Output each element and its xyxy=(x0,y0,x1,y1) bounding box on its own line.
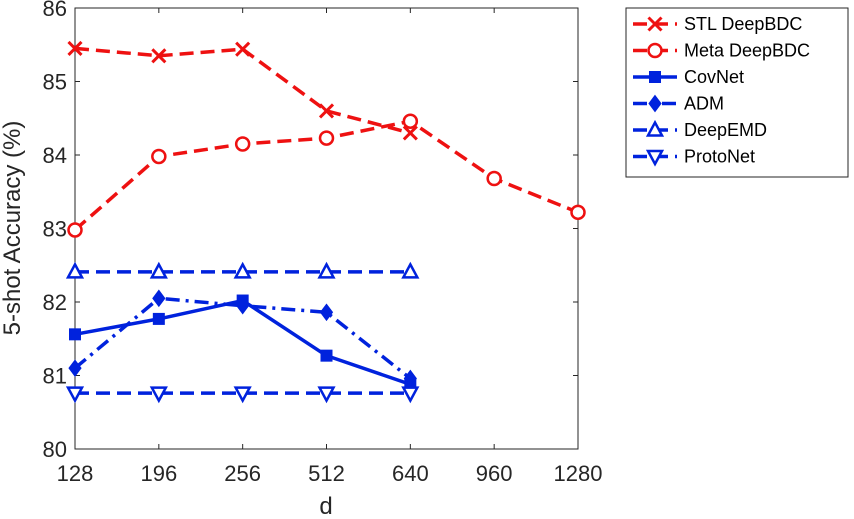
data-point-deepemd xyxy=(401,261,420,279)
series-protonet xyxy=(65,386,420,404)
legend-item-protonet: ProtoNet xyxy=(633,147,755,167)
data-point-meta-deepbdc xyxy=(486,170,502,187)
y-tick-label: 84 xyxy=(43,143,67,168)
legend-marker-stl-deepbdc xyxy=(647,16,663,32)
series-adm xyxy=(68,289,417,388)
series-line-adm xyxy=(73,296,412,380)
data-point-meta-deepbdc xyxy=(151,148,167,165)
x-tick-label: 512 xyxy=(308,461,345,486)
series-meta-deepbdc xyxy=(67,113,586,238)
legend-marker-deepemd xyxy=(645,119,665,137)
data-point-meta-deepbdc xyxy=(570,204,586,221)
data-point-stl-deepbdc xyxy=(151,48,167,64)
data-point-covnet xyxy=(69,328,81,341)
y-tick-label: 85 xyxy=(43,70,67,95)
legend-item-deepemd: DeepEMD xyxy=(633,119,767,140)
x-tick-label: 960 xyxy=(476,461,513,486)
legend-label: ADM xyxy=(684,94,724,114)
data-point-protonet xyxy=(317,386,336,404)
data-point-covnet xyxy=(320,349,333,362)
series-group xyxy=(65,40,586,404)
y-tick-label: 82 xyxy=(43,290,67,315)
series-stl-deepbdc xyxy=(67,40,418,141)
x-tick-label: 256 xyxy=(224,461,261,486)
y-tick-label: 83 xyxy=(43,217,67,242)
data-point-deepemd xyxy=(317,261,336,279)
legend-label: STL DeepBDC xyxy=(684,14,802,34)
y-tick-label: 80 xyxy=(43,437,67,462)
data-point-covnet xyxy=(152,312,165,325)
y-tick-label: 81 xyxy=(43,364,67,389)
data-point-protonet xyxy=(149,386,168,404)
legend-item-meta-deepbdc: Meta DeepBDC xyxy=(633,41,810,61)
series-deepemd xyxy=(65,261,420,279)
data-point-stl-deepbdc xyxy=(235,41,251,57)
data-point-adm xyxy=(68,359,82,377)
data-point-deepemd xyxy=(149,261,168,279)
x-tick-label: 128 xyxy=(57,461,94,486)
data-point-adm xyxy=(152,289,166,308)
data-point-meta-deepbdc xyxy=(318,130,335,146)
data-point-protonet xyxy=(65,386,85,404)
x-tick-label: 196 xyxy=(140,461,177,486)
legend-marker-protonet xyxy=(645,149,665,167)
legend-label: ProtoNet xyxy=(684,147,755,167)
legend-marker-meta-deepbdc xyxy=(647,42,663,59)
data-point-adm xyxy=(236,296,250,315)
data-point-meta-deepbdc xyxy=(402,113,419,129)
y-tick-label: 86 xyxy=(43,0,67,21)
axis-ticks: 128 196 256 512 640 960 1280 80 81 82 83 84 85 86 xyxy=(43,0,603,486)
data-point-adm xyxy=(319,303,334,322)
data-point-meta-deepbdc xyxy=(234,136,251,152)
legend-label: DeepEMD xyxy=(684,120,767,140)
legend-box xyxy=(625,7,849,178)
x-tick-label: 1280 xyxy=(554,461,603,486)
data-point-meta-deepbdc xyxy=(67,222,83,238)
y-axis-label: 5-shot Accuracy (%) xyxy=(0,121,26,336)
data-point-deepemd xyxy=(65,261,85,279)
legend-item-covnet: CovNet xyxy=(633,67,744,87)
legend: STL DeepBDC Meta DeepBDC CovNet ADM DeepEMD P… xyxy=(625,7,849,178)
data-point-stl-deepbdc xyxy=(318,103,335,119)
legend-item-adm: ADM xyxy=(633,94,724,114)
data-point-protonet xyxy=(233,386,252,404)
x-tick-label: 640 xyxy=(392,461,429,486)
plot-area xyxy=(74,7,579,450)
data-point-deepemd xyxy=(233,261,252,279)
legend-label: Meta DeepBDC xyxy=(684,41,810,61)
data-point-protonet xyxy=(401,386,420,404)
legend-marker-adm xyxy=(648,94,662,113)
legend-item-stl-deepbdc: STL DeepBDC xyxy=(633,14,802,34)
data-point-stl-deepbdc xyxy=(402,125,418,141)
legend-marker-covnet xyxy=(649,71,661,83)
legend-label: CovNet xyxy=(684,67,744,87)
data-point-stl-deepbdc xyxy=(67,40,83,56)
x-axis-label: d xyxy=(319,493,332,519)
